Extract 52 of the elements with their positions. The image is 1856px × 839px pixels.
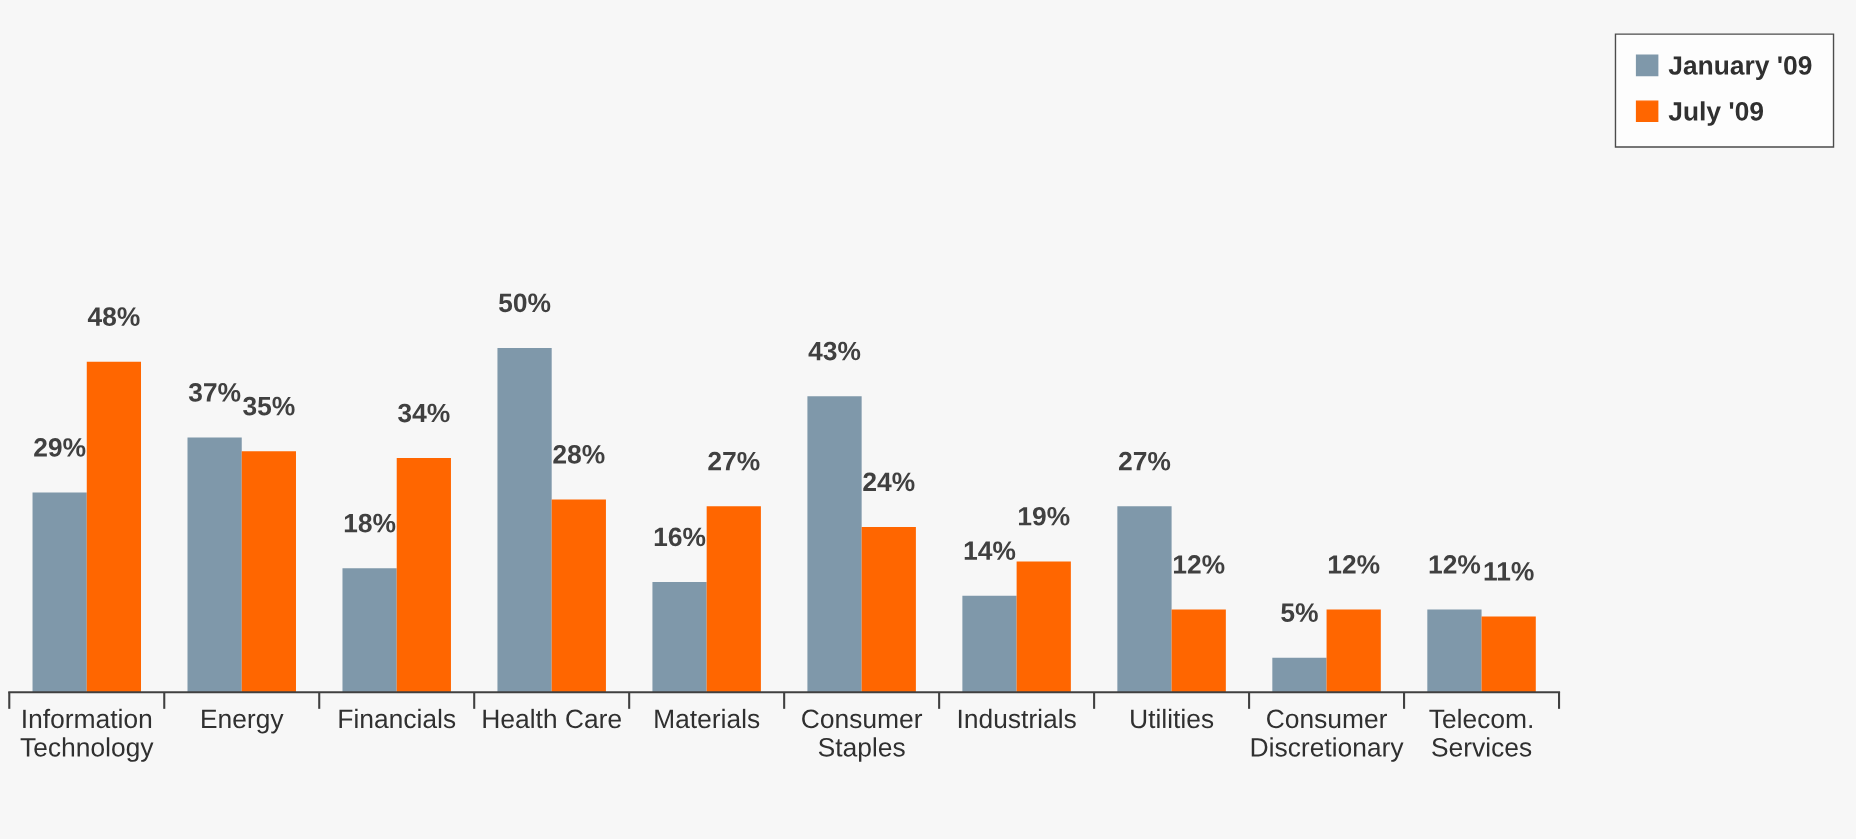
bar bbox=[1427, 609, 1482, 693]
bar bbox=[1171, 609, 1226, 693]
legend-label: January '09 bbox=[1668, 56, 1812, 81]
legend-label: July '09 bbox=[1668, 101, 1764, 126]
x-tick-label: Information Technology bbox=[20, 708, 154, 762]
x-tick-label: Industrials bbox=[958, 708, 1076, 729]
bar bbox=[86, 361, 142, 693]
data-label: 27% bbox=[708, 451, 760, 471]
data-label: 18% bbox=[344, 513, 396, 533]
data-label: 12% bbox=[1328, 555, 1380, 574]
bar bbox=[652, 582, 707, 693]
bar bbox=[32, 492, 87, 693]
data-label: 16% bbox=[654, 527, 706, 547]
data-label: 14% bbox=[964, 541, 1016, 560]
data-label: 48% bbox=[87, 307, 140, 326]
x-tick-label: Utilities bbox=[1131, 708, 1214, 729]
data-label: 12% bbox=[1429, 555, 1481, 574]
bar bbox=[396, 458, 451, 693]
bar bbox=[962, 595, 1017, 693]
x-tick-label: Consumer Staples bbox=[802, 709, 923, 762]
bar bbox=[1016, 561, 1071, 693]
bar bbox=[706, 506, 761, 693]
data-label: 24% bbox=[863, 472, 915, 492]
data-label: 43% bbox=[808, 341, 861, 361]
data-label: 11% bbox=[1484, 562, 1534, 581]
data-label: 34% bbox=[398, 403, 450, 423]
bar bbox=[1326, 609, 1381, 693]
bar bbox=[241, 451, 296, 693]
bar bbox=[1117, 506, 1172, 693]
bar bbox=[861, 526, 916, 693]
data-label: 50% bbox=[498, 293, 551, 313]
bar bbox=[807, 396, 862, 693]
data-label: 37% bbox=[188, 383, 241, 402]
x-tick-label: Consumer Discretionary bbox=[1251, 709, 1404, 762]
data-label: 35% bbox=[243, 396, 295, 416]
data-label: 29% bbox=[34, 438, 86, 457]
bar bbox=[551, 499, 606, 693]
data-label: 5% bbox=[1281, 603, 1318, 622]
bar bbox=[1272, 657, 1327, 693]
x-tick-label: Financials bbox=[339, 708, 456, 729]
bar bbox=[497, 347, 552, 693]
data-label: 12% bbox=[1173, 555, 1225, 574]
data-label: 28% bbox=[553, 444, 605, 464]
data-label: 19% bbox=[1019, 506, 1070, 526]
data-label: 27% bbox=[1118, 451, 1171, 471]
bar bbox=[342, 568, 397, 693]
x-tick-label: Health Care bbox=[483, 708, 621, 729]
x-tick-label: Energy bbox=[202, 709, 284, 734]
x-tick-label: Telecom. Services bbox=[1429, 708, 1532, 757]
x-tick-label: Materials bbox=[655, 708, 760, 729]
bar bbox=[1481, 616, 1536, 693]
bar bbox=[187, 437, 242, 693]
